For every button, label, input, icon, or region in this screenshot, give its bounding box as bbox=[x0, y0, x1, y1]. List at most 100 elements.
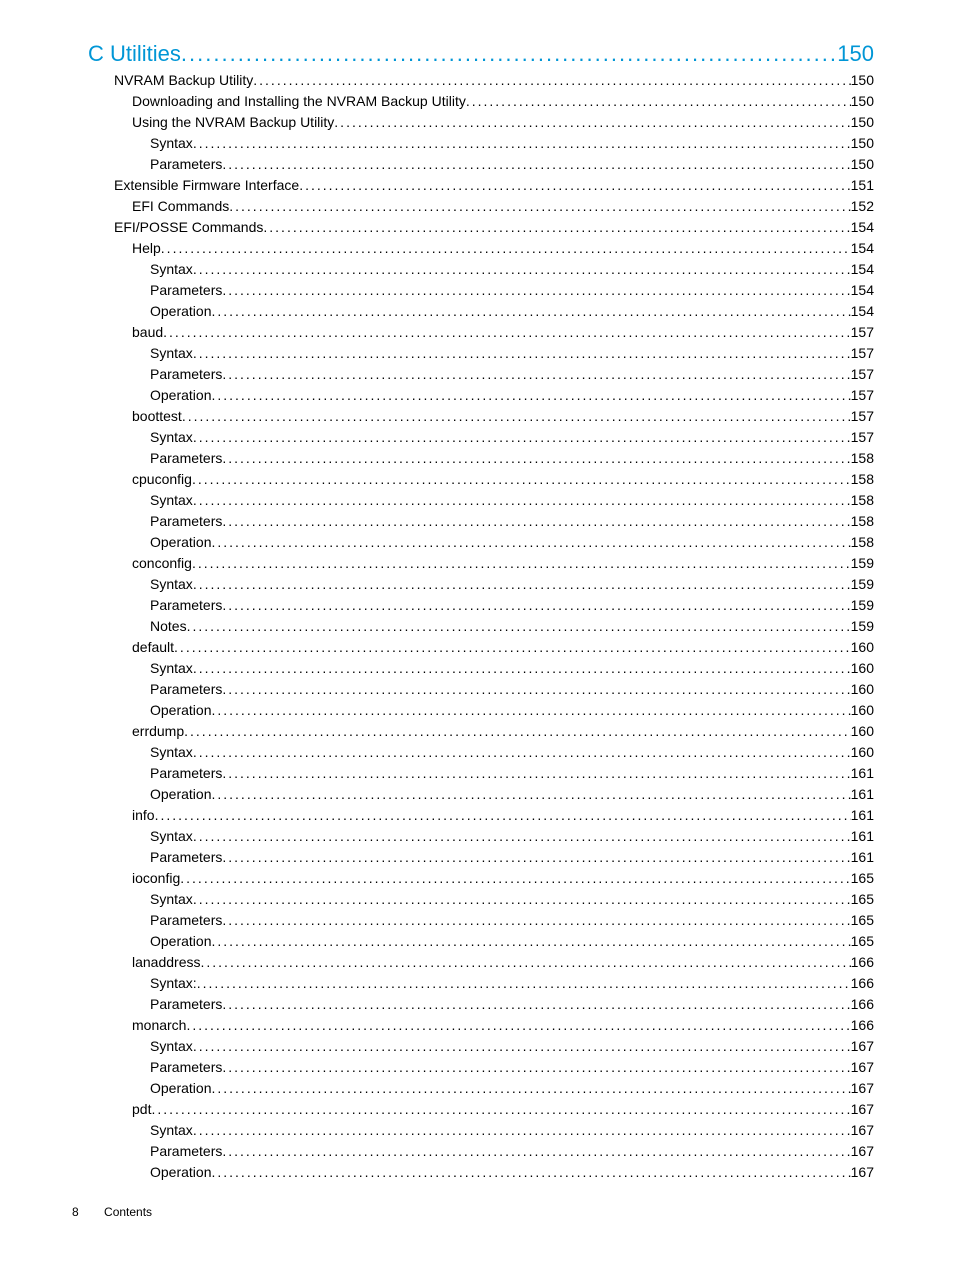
toc-entry-label: default bbox=[132, 637, 174, 658]
toc-leader-dots bbox=[197, 973, 851, 994]
toc-entry[interactable]: Parameters159 bbox=[88, 595, 874, 616]
toc-entry[interactable]: baud157 bbox=[88, 322, 874, 343]
toc-leader-dots bbox=[222, 910, 850, 931]
toc-leader-dots bbox=[155, 805, 851, 826]
toc-entry-label: ioconfig bbox=[132, 868, 180, 889]
toc-entry[interactable]: Operation167 bbox=[88, 1078, 874, 1099]
toc-entry-label: Parameters bbox=[150, 910, 222, 931]
toc-entry-page: 158 bbox=[851, 469, 874, 490]
toc-entry[interactable]: boottest157 bbox=[88, 406, 874, 427]
toc-leader-dots bbox=[222, 994, 850, 1015]
toc-entry-label: Operation bbox=[150, 385, 211, 406]
toc-entry[interactable]: C Utilities150 bbox=[88, 40, 874, 68]
toc-entry[interactable]: Syntax 167 bbox=[88, 1036, 874, 1057]
toc-entry-label: conconfig bbox=[132, 553, 192, 574]
toc-entry[interactable]: Parameters161 bbox=[88, 847, 874, 868]
toc-entry[interactable]: EFI/POSSE Commands154 bbox=[88, 217, 874, 238]
toc-entry-label: Syntax bbox=[150, 1036, 193, 1057]
toc-entry[interactable]: lanaddress166 bbox=[88, 952, 874, 973]
toc-entry[interactable]: Help154 bbox=[88, 238, 874, 259]
toc-entry[interactable]: Syntax165 bbox=[88, 889, 874, 910]
toc-entry[interactable]: Parameters150 bbox=[88, 154, 874, 175]
toc-entry-page: 154 bbox=[851, 301, 874, 322]
toc-leader-dots bbox=[211, 1162, 850, 1183]
toc-entry-label: EFI/POSSE Commands bbox=[114, 217, 263, 238]
toc-leader-dots bbox=[193, 343, 851, 364]
toc-entry[interactable]: conconfig159 bbox=[88, 553, 874, 574]
toc-entry[interactable]: Parameters167 bbox=[88, 1141, 874, 1162]
toc-entry-label: Notes bbox=[150, 616, 187, 637]
toc-entry[interactable]: Operation161 bbox=[88, 784, 874, 805]
toc-entry[interactable]: Downloading and Installing the NVRAM Bac… bbox=[88, 91, 874, 112]
toc-leader-dots bbox=[181, 40, 837, 68]
toc-entry-label: Help bbox=[132, 238, 161, 259]
toc-entry[interactable]: pdt167 bbox=[88, 1099, 874, 1120]
toc-entry-label: Parameters bbox=[150, 280, 222, 301]
toc-entry[interactable]: ioconfig165 bbox=[88, 868, 874, 889]
toc-entry[interactable]: Parameters158 bbox=[88, 448, 874, 469]
toc-entry-page: 150 bbox=[851, 70, 874, 91]
toc-entry-page: 167 bbox=[851, 1057, 874, 1078]
toc-entry[interactable]: Parameters154 bbox=[88, 280, 874, 301]
toc-entry-label: Syntax bbox=[150, 889, 193, 910]
toc-leader-dots bbox=[182, 406, 851, 427]
toc-entry[interactable]: Syntax167 bbox=[88, 1120, 874, 1141]
toc-entry-page: 157 bbox=[851, 427, 874, 448]
toc-entry[interactable]: Using the NVRAM Backup Utility150 bbox=[88, 112, 874, 133]
toc-entry-page: 167 bbox=[851, 1036, 874, 1057]
toc-entry-page: 167 bbox=[851, 1078, 874, 1099]
toc-entry-label: Operation bbox=[150, 700, 211, 721]
toc-entry[interactable]: cpuconfig158 bbox=[88, 469, 874, 490]
toc-entry[interactable]: Syntax159 bbox=[88, 574, 874, 595]
toc-entry-label: Syntax bbox=[150, 742, 193, 763]
toc-entry-label: Parameters bbox=[150, 1057, 222, 1078]
toc-entry[interactable]: NVRAM Backup Utility150 bbox=[88, 70, 874, 91]
toc-leader-dots bbox=[211, 784, 850, 805]
toc-entry-label: Parameters bbox=[150, 763, 222, 784]
toc-entry[interactable]: monarch166 bbox=[88, 1015, 874, 1036]
toc-entry[interactable]: Syntax150 bbox=[88, 133, 874, 154]
toc-leader-dots bbox=[193, 742, 851, 763]
toc-entry[interactable]: default160 bbox=[88, 637, 874, 658]
toc-entry[interactable]: Syntax:166 bbox=[88, 973, 874, 994]
toc-entry[interactable]: Syntax161 bbox=[88, 826, 874, 847]
toc-entry[interactable]: Syntax160 bbox=[88, 658, 874, 679]
toc-entry[interactable]: EFI Commands152 bbox=[88, 196, 874, 217]
toc-entry[interactable]: Operation157 bbox=[88, 385, 874, 406]
toc-entry[interactable]: Notes159 bbox=[88, 616, 874, 637]
toc-entry[interactable]: Syntax157 bbox=[88, 343, 874, 364]
toc-entry-page: 157 bbox=[851, 322, 874, 343]
toc-entry-page: 166 bbox=[851, 1015, 874, 1036]
toc-entry-page: 150 bbox=[851, 91, 874, 112]
toc-entry[interactable]: Syntax160 bbox=[88, 742, 874, 763]
toc-entry[interactable]: Operation160 bbox=[88, 700, 874, 721]
toc-entry-label: Operation bbox=[150, 1162, 211, 1183]
toc-entry[interactable]: Parameters160 bbox=[88, 679, 874, 700]
toc-entry[interactable]: Parameters 167 bbox=[88, 1057, 874, 1078]
toc-entry[interactable]: Operation167 bbox=[88, 1162, 874, 1183]
toc-entry[interactable]: Parameters166 bbox=[88, 994, 874, 1015]
toc-entry[interactable]: Parameters158 bbox=[88, 511, 874, 532]
toc-entry[interactable]: Parameters161 bbox=[88, 763, 874, 784]
toc-entry[interactable]: Operation154 bbox=[88, 301, 874, 322]
toc-entry[interactable]: errdump160 bbox=[88, 721, 874, 742]
toc-entry[interactable]: Syntax154 bbox=[88, 259, 874, 280]
toc-entry[interactable]: Operation158 bbox=[88, 532, 874, 553]
toc-entry-label: Parameters bbox=[150, 994, 222, 1015]
toc-leader-dots bbox=[193, 133, 851, 154]
toc-entry-label: Syntax bbox=[150, 133, 193, 154]
toc-entry[interactable]: Syntax157 bbox=[88, 427, 874, 448]
toc-entry[interactable]: Parameters165 bbox=[88, 910, 874, 931]
toc-entry-label: Parameters bbox=[150, 847, 222, 868]
toc-entry[interactable]: Operation165 bbox=[88, 931, 874, 952]
toc-entry-label: Syntax bbox=[150, 826, 193, 847]
toc-entry[interactable]: Syntax158 bbox=[88, 490, 874, 511]
toc-entry-label: Parameters bbox=[150, 364, 222, 385]
footer-section-label: Contents bbox=[104, 1205, 152, 1219]
toc-entry-page: 167 bbox=[851, 1099, 874, 1120]
toc-entry[interactable]: Parameters157 bbox=[88, 364, 874, 385]
toc-entry[interactable]: Extensible Firmware Interface151 bbox=[88, 175, 874, 196]
toc-leader-dots bbox=[299, 175, 850, 196]
toc-entry-page: 150 bbox=[851, 154, 874, 175]
toc-entry[interactable]: info161 bbox=[88, 805, 874, 826]
